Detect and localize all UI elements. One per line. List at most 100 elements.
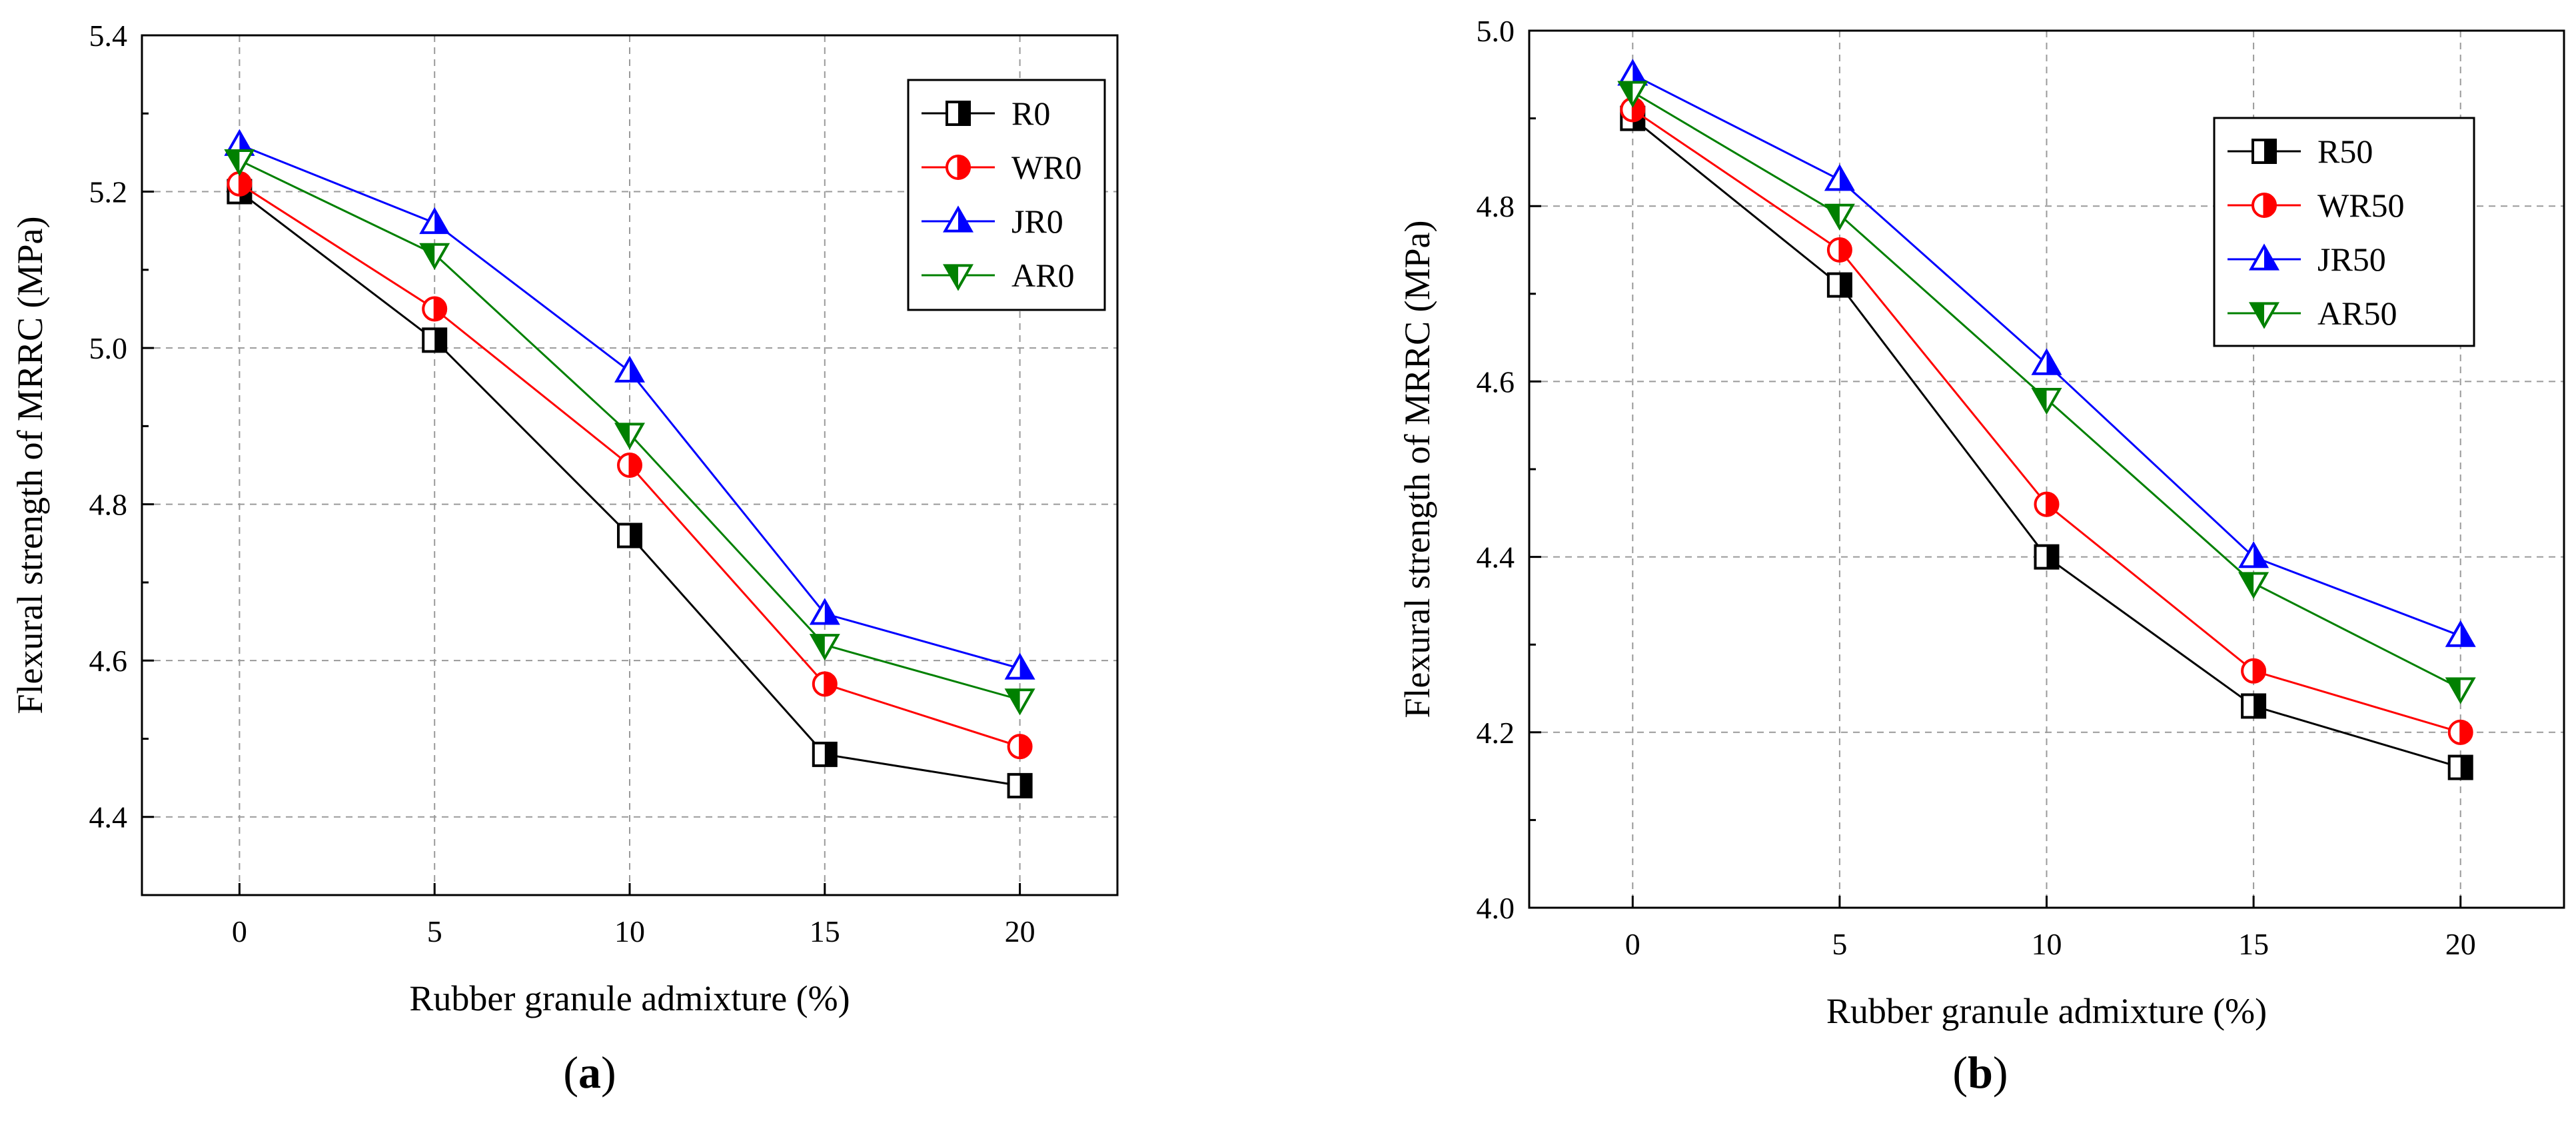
y-tick-label-5: 5.4 [89, 19, 128, 53]
y-tick-label-4: 5.2 [89, 175, 128, 209]
legend-label-JR0: JR0 [1011, 203, 1063, 240]
data-point-JR50-0 [1617, 59, 1648, 86]
data-point-JR0-15 [809, 598, 840, 625]
data-point-AR0-10 [614, 423, 645, 450]
legend-item-WR50: WR50 [2228, 187, 2405, 224]
y-tick-label-2: 4.8 [89, 488, 128, 522]
legend-marker-WR0 [946, 155, 971, 180]
data-point-JR0-20 [1004, 652, 1035, 680]
legend-box [907, 79, 1106, 311]
chart-panel-b: 4.0 4.2 4.4 4.6 4.8 5.0 0 5 10 15 20 Rubber granule… [1397, 14, 2565, 1098]
data-point-AR50-0 [1617, 81, 1648, 108]
legend-label-JR50: JR50 [2317, 241, 2386, 278]
x-tick-label-3: 15 [810, 914, 840, 948]
caption-letter: a [578, 1047, 601, 1098]
x-tick-label-2: 10 [2032, 927, 2062, 961]
legend-item-WR0: WR0 [922, 149, 1082, 186]
legend-marker-R50 [2252, 139, 2277, 164]
y-tick-label-3: 5.0 [89, 331, 128, 365]
legend-item-JR50: JR50 [2228, 241, 2386, 278]
legend-label-WR50: WR50 [2317, 187, 2405, 224]
y-tick-label-0: 4.0 [1477, 891, 1515, 925]
x-tick-label-1: 5 [1832, 927, 1847, 961]
data-point-WR0-20 [1007, 734, 1033, 760]
data-point-WR50-5 [1826, 237, 1852, 263]
y-axis-title: Flexural strength of MRRC (MPa) [10, 217, 50, 714]
data-point-AR0-0 [224, 149, 255, 177]
legend-item-R0: R0 [922, 95, 1050, 132]
legend-label-R50: R50 [2317, 133, 2373, 170]
series-WR0 [227, 171, 1033, 760]
x-axis: 0 5 10 15 20 [1625, 896, 2476, 961]
legend-marker-WR50 [2252, 193, 2277, 218]
y-tick-label-1: 4.2 [1477, 716, 1515, 750]
data-point-R50-5 [1826, 272, 1852, 298]
legend-item-R50: R50 [2228, 133, 2373, 170]
caption-open-paren: ( [1952, 1047, 1968, 1098]
series-AR50 [1617, 81, 2476, 704]
data-point-JR50-5 [1824, 164, 1855, 191]
data-point-AR50-10 [2031, 388, 2062, 415]
legend-item-AR50: AR50 [2228, 295, 2397, 332]
data-point-AR50-15 [2238, 572, 2269, 599]
legend-marker-R0 [946, 101, 971, 126]
data-point-AR0-20 [1004, 688, 1035, 716]
x-tick-label-0: 0 [232, 914, 247, 948]
data-point-R50-15 [2241, 693, 2267, 719]
x-tick-label-1: 5 [427, 914, 442, 948]
data-point-R50-10 [2034, 544, 2060, 570]
caption-close-paren: ) [1993, 1047, 2008, 1098]
legend-item-AR0: AR0 [922, 257, 1074, 294]
x-tick-label-0: 0 [1625, 927, 1640, 961]
y-axis: 4.0 4.2 4.4 4.6 4.8 5.0 [1477, 14, 1541, 925]
x-axis-title: Rubber granule admixture (%) [409, 978, 850, 1018]
series-WR50 [1620, 97, 2473, 745]
y-axis: 4.4 4.6 4.8 5.0 5.2 5.4 [89, 19, 154, 834]
data-point-JR50-10 [2031, 348, 2062, 375]
legend-label-AR0: AR0 [1011, 257, 1074, 294]
data-point-JR0-5 [419, 207, 450, 235]
panel-caption-b: (b) [1952, 1047, 2008, 1098]
chart-panel-a: 4.4 4.6 4.8 5.0 5.2 5.4 0 5 10 15 20 Rubber granule… [10, 19, 1119, 1098]
caption-close-paren: ) [601, 1047, 616, 1098]
data-point-JR50-15 [2238, 541, 2269, 568]
series-AR0 [224, 149, 1035, 716]
y-tick-label-0: 4.4 [89, 800, 128, 834]
data-point-WR0-10 [617, 453, 642, 478]
y-tick-label-2: 4.4 [1477, 541, 1515, 574]
legend-label-AR50: AR50 [2317, 295, 2397, 332]
legend-marker-JR50 [2249, 243, 2279, 271]
data-point-R50-20 [2447, 754, 2473, 780]
legend: R50 WR50 JR50 AR50 [2213, 117, 2475, 347]
legend-marker-AR50 [2249, 302, 2279, 329]
legend-marker-AR0 [943, 264, 973, 291]
y-tick-label-5: 5.0 [1477, 14, 1515, 48]
x-tick-label-3: 15 [2238, 927, 2269, 961]
data-point-WR0-15 [812, 671, 838, 697]
y-tick-label-4: 4.8 [1477, 189, 1515, 223]
data-point-R0-5 [422, 327, 448, 353]
data-point-WR50-20 [2447, 719, 2473, 745]
data-point-AR0-15 [809, 634, 840, 661]
x-axis-title: Rubber granule admixture (%) [1826, 991, 2267, 1031]
data-point-WR50-10 [2034, 491, 2060, 517]
data-point-R0-15 [812, 741, 838, 767]
data-point-WR0-5 [422, 296, 448, 322]
data-point-R0-20 [1007, 772, 1033, 798]
data-point-AR50-5 [1824, 203, 1855, 231]
legend-item-JR0: JR0 [922, 203, 1063, 240]
legend-label-R0: R0 [1011, 95, 1050, 132]
panel-caption-a: (a) [563, 1047, 616, 1098]
data-point-AR50-20 [2445, 677, 2476, 704]
x-tick-label-4: 20 [2445, 927, 2476, 961]
x-tick-label-2: 10 [614, 914, 645, 948]
legend-label-WR0: WR0 [1011, 149, 1082, 186]
data-point-WR50-15 [2241, 658, 2267, 684]
y-tick-label-3: 4.6 [1477, 365, 1515, 399]
caption-open-paren: ( [563, 1047, 578, 1098]
data-point-JR50-20 [2445, 620, 2476, 647]
legend-marker-JR0 [943, 205, 973, 233]
legend: R0 WR0 JR0 AR0 [907, 79, 1106, 311]
x-tick-label-4: 20 [1005, 914, 1035, 948]
